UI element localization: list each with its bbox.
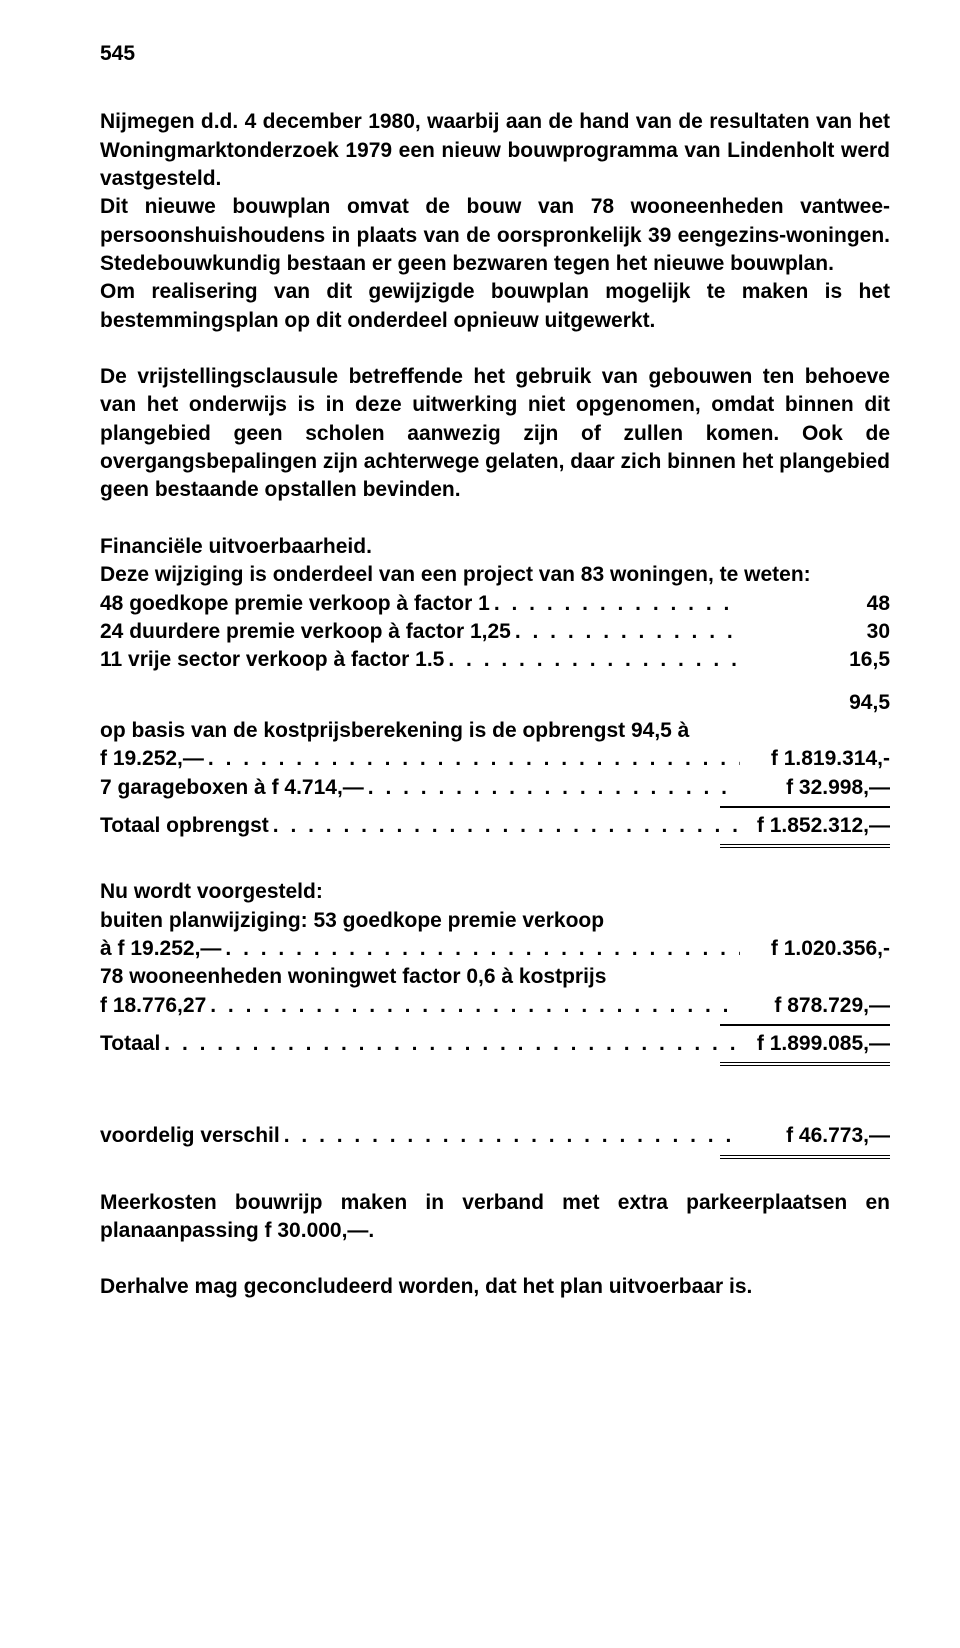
row-dots: . . . . . . . . . . . . . . . . . . . . … — [364, 774, 740, 802]
row-lead: f 18.776,27 — [100, 992, 206, 1020]
paragraph-2: Dit nieuwe bouwplan omvat de bouw van 78… — [100, 193, 890, 278]
voorstel-row-1: à f 19.252,— . . . . . . . . . . . . . .… — [100, 935, 890, 963]
verschil-row: voordelig verschil . . . . . . . . . . .… — [100, 1122, 890, 1150]
row-dots: . . . . . . . . . . . . . . . . . . . . … — [280, 1122, 740, 1150]
row-tail: f 1.020.356,- — [740, 935, 890, 963]
rule-double — [720, 1155, 890, 1159]
rule-double — [720, 1062, 890, 1066]
row-tail: f 1.899.085,— — [740, 1030, 890, 1058]
row-lead: voordelig verschil — [100, 1122, 280, 1150]
row-tail: 16,5 — [740, 646, 890, 674]
nu-line-2: 78 wooneenheden woningwet factor 0,6 à k… — [100, 963, 890, 991]
nu-line-1: buiten planwijziging: 53 goedkope premie… — [100, 907, 890, 935]
totaal-opbrengst-row: Totaal opbrengst . . . . . . . . . . . .… — [100, 812, 890, 840]
row-lead: 24 duurdere premie verkoop à factor 1,25 — [100, 618, 511, 646]
row-lead: f 19.252,— — [100, 745, 204, 773]
rule-double — [720, 844, 890, 848]
paragraph-1: Nijmegen d.d. 4 december 1980, waarbij a… — [100, 108, 890, 193]
financial-heading: Financiële uitvoerbaarheid. — [100, 533, 890, 561]
rule-single — [720, 1024, 890, 1026]
row-dots: . . . . . . . . . . . . . . . . . . . . … — [204, 745, 740, 773]
row-lead: Totaal — [100, 1030, 160, 1058]
row-dots: . . . . . . . . . . . . . . . . . . . . … — [160, 1030, 740, 1058]
opbrengst-intro: op basis van de kostprijsberekening is d… — [100, 717, 890, 745]
voorstel-row-2: f 18.776,27 . . . . . . . . . . . . . . … — [100, 992, 890, 1020]
row-lead: 11 vrije sector verkoop à factor 1.5 — [100, 646, 444, 674]
conclusie-paragraph: Derhalve mag geconcludeerd worden, dat h… — [100, 1273, 890, 1301]
row-lead: 48 goedkope premie verkoop à factor 1 — [100, 590, 490, 618]
row-dots: . . . . . . . . . . . . . . . . . . . . … — [221, 935, 740, 963]
row-lead: à f 19.252,— — [100, 935, 221, 963]
page-number: 545 — [100, 40, 890, 68]
financial-intro: Deze wijziging is onderdeel van een proj… — [100, 561, 890, 589]
row-tail: f 46.773,— — [740, 1122, 890, 1150]
rule-single — [720, 806, 890, 808]
row-dots: . . . . . . . . . . . . . . . . . . . . … — [444, 646, 740, 674]
document-page: 545 Nijmegen d.d. 4 december 1980, waarb… — [0, 0, 960, 1362]
row-dots: . . . . . . . . . . . . . . . . . . . . … — [206, 992, 740, 1020]
sum-94-5: 94,5 — [100, 689, 890, 717]
row-tail: f 1.852.312,— — [740, 812, 890, 840]
row-tail: f 1.819.314,- — [740, 745, 890, 773]
row-tail: 48 — [740, 590, 890, 618]
meerkosten-paragraph: Meerkosten bouwrijp maken in verband met… — [100, 1189, 890, 1246]
factor-row-1: 48 goedkope premie verkoop à factor 1 . … — [100, 590, 890, 618]
factor-row-2: 24 duurdere premie verkoop à factor 1,25… — [100, 618, 890, 646]
paragraph-4: De vrijstellingsclausule betreffende het… — [100, 363, 890, 505]
opbrengst-row-2: 7 garageboxen à f 4.714,— . . . . . . . … — [100, 774, 890, 802]
opbrengst-row-1: f 19.252,— . . . . . . . . . . . . . . .… — [100, 745, 890, 773]
totaal-row: Totaal . . . . . . . . . . . . . . . . .… — [100, 1030, 890, 1058]
row-dots: . . . . . . . . . . . . . . . . . . . . … — [490, 590, 740, 618]
paragraph-3: Om realisering van dit gewijzigde bouwpl… — [100, 278, 890, 335]
row-tail: f 32.998,— — [740, 774, 890, 802]
factor-row-3: 11 vrije sector verkoop à factor 1.5 . .… — [100, 646, 890, 674]
row-tail: 30 — [740, 618, 890, 646]
nu-heading: Nu wordt voorgesteld: — [100, 878, 890, 906]
row-tail: f 878.729,— — [740, 992, 890, 1020]
row-dots: . . . . . . . . . . . . . . . . . . . . … — [511, 618, 740, 646]
row-dots: . . . . . . . . . . . . . . . . . . . . … — [269, 812, 740, 840]
row-lead: 7 garageboxen à f 4.714,— — [100, 774, 364, 802]
row-lead: Totaal opbrengst — [100, 812, 269, 840]
